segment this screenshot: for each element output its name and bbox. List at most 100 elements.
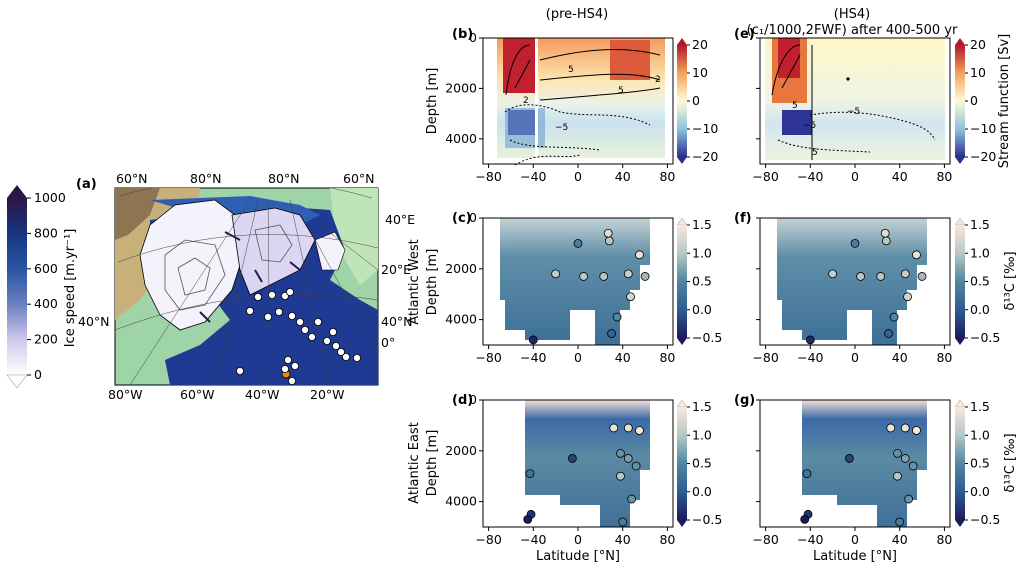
panel-f: (f) [734,211,951,346]
sf-colorbar-b-bar [677,45,687,157]
panel-label-b: (b) [452,27,473,42]
map-lon-label-5: 60°W [180,387,215,402]
x-tick-label: 40 [615,532,631,547]
x-tick-label: 80 [936,532,952,547]
d13c-colorbar-tick-label: 0.5 [692,274,712,289]
d13c-data-point [599,272,609,281]
d13c-data-point [623,454,633,463]
panel-label-f: (f) [734,211,752,226]
x-tick-label: 0 [851,169,859,184]
d13c-data-point [886,423,896,433]
ice-contour-1 [164,239,226,311]
panel-e-deep-cell [782,110,812,135]
ice-colorbar-tick-label: 800 [34,225,58,240]
ice-colorbar-tick-label: 200 [34,332,58,347]
d13c-data-point [618,517,628,527]
contour-label-6: 5 [792,101,798,111]
map-lat-label-1: 60°N [116,171,148,186]
header-col1: (pre-HS4) [546,7,608,22]
contour-label-3: 5 [618,86,624,96]
sf-colorbar-b-tick-label: 0 [692,93,700,108]
d13c-colorbar-tick-label: 0.0 [692,484,712,499]
contour-label-5: −5 [555,123,568,133]
x-tick-label: −40 [797,532,823,547]
y-tick-label: 4000 [445,131,477,146]
contour-label-8: −5 [803,121,816,131]
map-site-marker [341,352,350,361]
y-tick-label: 4000 [445,312,477,327]
sf-colorbar-b-top-arrow [677,38,687,45]
sf-colorbar-bar [955,45,965,157]
panel-b-gap [535,38,538,164]
sf-colorbar-b-tick-label: 10 [692,65,708,80]
d13c-colorbar-top-arrow [676,217,688,226]
ice-colorbar-tick-label: 400 [34,296,58,311]
sf-colorbar-tick-label: −10 [970,121,996,136]
map-lat-label-4: 60°N [343,171,375,186]
d13c-colorbar-tick-label: 1.5 [970,217,990,232]
d13c-data-point [900,423,910,433]
x-tick-label: 40 [892,169,908,184]
d13c-data-point [568,454,577,463]
ice-colorbar-tick-label: 1000 [34,190,66,205]
map-site-marker [287,311,296,320]
map-lon-label-2: 20°E [381,262,411,277]
d13c-data-point [912,426,921,435]
d13c-colorbar-tick-label: 1.5 [692,217,712,232]
d13c-colorbar-bottom-arrow [677,520,687,527]
panel-b-hot-cell [503,38,536,93]
ice-colorbar-label: Ice speed [m.yr⁻¹] [63,229,78,348]
map-lon-label-1: 40°E [385,212,415,227]
d13c-data-point [828,269,838,279]
panel-label-a: (a) [76,177,97,192]
map-site-marker [322,336,331,345]
panel-label-d: (d) [452,393,473,408]
d13c-colorbar-tick-label: −0.5 [692,330,722,345]
panel-a-map: (a) 0 200 400 600 800 1000 Ice speed [m.yr⁻¹] [6,171,415,402]
sf-colorbar: Stream function [Sv] [955,34,1012,168]
panel-f-ocean [777,218,927,345]
x-tick-label: −80 [752,169,778,184]
panel-g-ocean [802,400,927,527]
panel-label-g: (g) [734,393,755,408]
d13c-colorbar-tick-label: 0.0 [692,302,712,317]
sf-colorbar-b-tick-label: −20 [692,149,718,164]
map-site-marker [331,341,340,350]
x-tick-label: 0 [574,350,582,365]
d13c-data-point [800,514,810,524]
panel-b-hot-north [610,40,650,80]
map-lon-label-6: 40°W [245,387,280,402]
d13c-colorbar-top-arrow [954,399,966,408]
d13c-data-point [895,517,905,527]
x-tick-label: 40 [892,350,908,365]
d13c-data-point [881,236,891,246]
x-tick-label: −80 [752,532,778,547]
map-site-marker [253,292,262,301]
panel-c-ocean [500,218,650,345]
map-lat-label-6: 40°N [381,314,413,329]
d13c-data-point [604,236,614,246]
x-tick-label: 80 [659,350,675,365]
x-tick-label: −40 [797,350,823,365]
map-lon-label-4: 80°W [108,387,143,402]
map-site-marker [290,361,299,370]
d13c-colorbar-label: δ¹³C [‰] [1003,251,1018,310]
ice-contour-3 [254,224,293,263]
d13c-data-point [889,312,899,322]
panel-label-e: (e) [734,27,755,42]
d13c-colorbar [677,407,687,520]
sf-colorbar-tick-label: −20 [970,149,996,164]
d13c-data-point [525,469,535,479]
d13c-colorbar-top-arrow [676,399,688,408]
d13c-data-point [551,269,561,279]
panel-d: (d) Atlantic East Depth [m] Latitude [°N… [407,393,674,564]
map-site-marker [263,312,272,321]
d13c-data-point [627,494,637,504]
d13c-colorbar-tick-label: 0.5 [692,456,712,471]
y-tick-label: 0 [469,30,477,45]
d13c-colorbar-tick-label: 0.5 [970,456,990,471]
map-site-marker [267,290,276,299]
d13c-data-point [880,228,890,238]
d13c-data-point [603,228,613,238]
map-site-marker [352,353,361,362]
